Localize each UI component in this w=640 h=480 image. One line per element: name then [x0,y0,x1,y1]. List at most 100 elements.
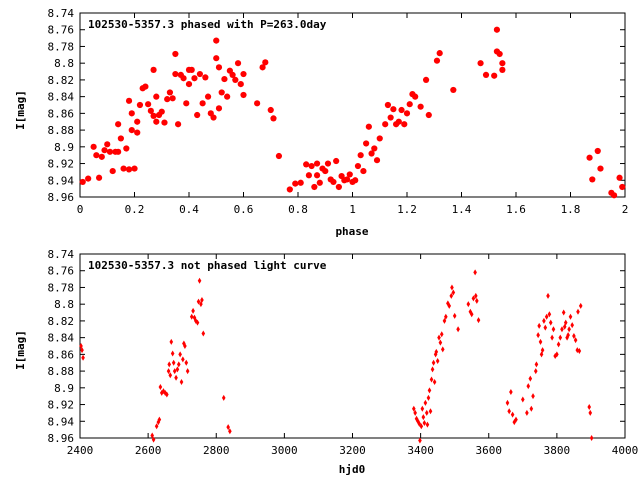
data-points [79,26,626,199]
data-point [589,176,596,183]
data-point [183,343,187,349]
data-point [432,378,437,385]
data-point [368,150,375,157]
data-point [418,437,422,444]
data-point [333,157,340,165]
data-point [577,348,582,355]
x-tick-label: 2800 [203,444,230,457]
data-point [90,143,97,150]
data-point [496,50,503,58]
data-point [232,76,239,84]
data-point [442,317,447,324]
data-point [335,183,342,191]
data-point [469,311,474,318]
data-point [426,394,431,401]
data-point [435,358,440,365]
data-point [395,118,402,125]
data-point [555,351,559,358]
data-point [93,152,100,159]
x-tick-label: 3400 [407,444,434,457]
data-point [175,366,180,373]
data-point [387,114,394,121]
y-tick-label: 8.78 [48,281,75,294]
data-point [240,91,247,99]
data-point [401,121,408,128]
data-point [192,314,197,321]
data-point [420,405,425,412]
data-point [568,313,573,320]
data-point [259,64,266,71]
x-axis-label: phase [335,225,368,238]
data-point [560,326,564,333]
data-point [572,332,576,339]
y-tick-label: 8.94 [48,174,75,187]
x-tick-label: 0.2 [125,203,145,216]
x-tick-label: 0.6 [234,203,254,216]
data-point [456,326,460,333]
data-point [170,350,175,357]
data-point [450,86,457,94]
data-point [354,162,362,170]
data-point [403,110,411,117]
data-point [313,172,321,179]
phased-light-curve-panel: 8.74 8.76 8.78 8.8 8.82 8.84 8.86 8.88 8.9 8.92 8.… [14,7,628,238]
data-point [158,383,163,390]
data-point [413,409,417,416]
data-point [352,177,359,184]
data-point [228,428,232,435]
data-point [421,414,426,421]
data-point [382,121,389,128]
data-point [551,326,556,333]
data-point [297,179,304,186]
x-tick-label: 3000 [271,444,298,457]
data-point [81,354,85,361]
data-point [433,57,441,64]
data-point [437,334,441,341]
data-point [570,322,575,329]
data-point [422,76,430,84]
data-point [482,71,490,78]
data-point [204,93,212,100]
data-point [509,389,513,395]
data-point [165,391,169,398]
y-tick-label: 8.86 [48,107,75,120]
data-point [330,178,337,186]
data-point [466,301,471,308]
y-tick-label: 8.9 [54,141,74,154]
y-tick-label: 8.82 [48,74,75,87]
data-point [210,114,217,121]
data-point [184,359,189,366]
x-tick-label: 3800 [544,444,571,457]
data-point [390,106,397,113]
data-point [134,118,141,125]
unphased-light-curve-panel: 8.74 8.76 8.78 8.8 8.82 8.84 8.86 8.88 8.9 8.92 8.… [14,248,638,476]
data-point [150,112,157,119]
data-point [566,332,570,339]
data-point [166,368,171,375]
data-point [444,313,448,320]
x-tick-label: 1.6 [506,203,526,216]
x-tick-label: 1.8 [561,203,581,216]
data-point [553,353,557,360]
data-point [373,157,381,164]
data-point [128,126,135,134]
data-point [150,66,157,73]
data-point [543,324,548,331]
data-point [142,83,149,90]
data-point [563,319,568,326]
x-tick-label: 2600 [135,444,162,457]
data-point [363,140,370,147]
data-point [544,313,549,320]
x-axis-ticks: 2400 2600 2800 3000 3200 3400 3600 3800 4000 [67,254,638,457]
y-tick-label: 8.9 [54,382,74,395]
data-point [576,308,580,315]
data-point [528,375,533,382]
x-tick-label: 0.4 [179,203,199,216]
data-point [534,361,539,368]
data-point [565,334,569,341]
data-point [322,167,329,175]
data-point [450,284,454,291]
data-point [597,165,604,172]
data-point [539,351,544,358]
data-point [275,152,283,160]
